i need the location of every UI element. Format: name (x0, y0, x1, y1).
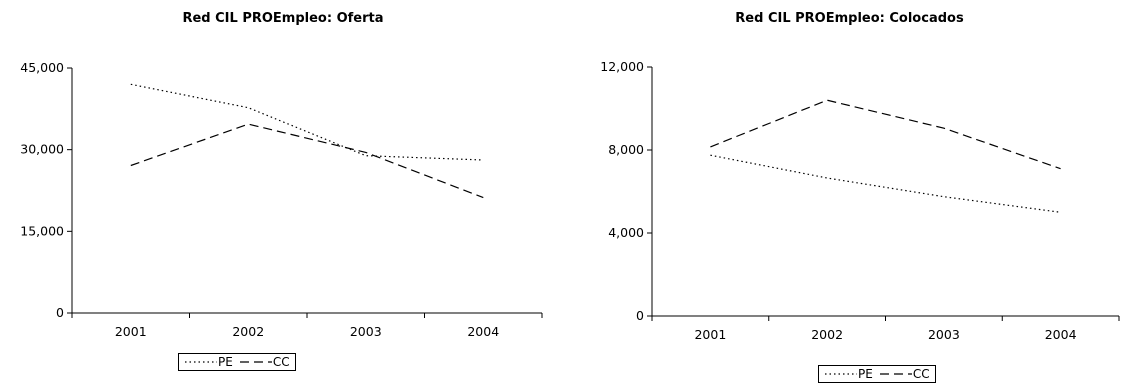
legend-item-pe: PE (184, 355, 233, 369)
x-tick-label: 2001 (115, 324, 147, 339)
legend-label: PE (218, 355, 233, 369)
legend-swatch (825, 373, 857, 375)
legend-item-cc: CC (879, 367, 930, 381)
x-tick-label: 2003 (350, 324, 382, 339)
legend-swatch (185, 361, 217, 363)
legend-label: CC (272, 355, 290, 369)
series-line-cc (710, 99, 1061, 170)
x-tick-label: 2003 (928, 327, 960, 342)
chart-legend: PE CC (178, 353, 296, 371)
y-tick-label: 8,000 (608, 142, 644, 157)
legend-swatch (879, 373, 912, 375)
series-line-pe (130, 83, 484, 161)
legend-item-pe: PE (824, 367, 873, 381)
chart-plot-area: 0 15,000 30,000 45,000 2001 2002 2003 2004 (20, 60, 543, 339)
y-tick-label: 12,000 (600, 59, 644, 74)
y-tick-label: 30,000 (20, 142, 64, 157)
series-line-pe (710, 154, 1061, 213)
chart-colocados: Red CIL PROEmpleo: Colocados 0 4,000 8,000… (566, 0, 1133, 383)
y-tick-label: 15,000 (20, 223, 64, 238)
legend-item-cc: CC (239, 355, 290, 369)
y-tick-label: 0 (636, 308, 644, 323)
x-tick-label: 2001 (694, 327, 726, 342)
legend-swatch (239, 361, 272, 363)
legend-label: CC (912, 367, 930, 381)
chart-legend: PE CC (818, 365, 936, 383)
chart-title: Red CIL PROEmpleo: Colocados (735, 11, 964, 26)
x-tick-label: 2002 (811, 327, 843, 342)
x-tick-label: 2002 (232, 324, 264, 339)
chart-title: Red CIL PROEmpleo: Oferta (182, 11, 384, 26)
chart-oferta: Red CIL PROEmpleo: Oferta 0 15,000 30,000 4… (0, 0, 566, 383)
chart-plot-area: 0 4,000 8,000 12,000 2001 2002 2003 2004 (600, 59, 1120, 342)
legend-label: PE (858, 367, 873, 381)
x-tick-label: 2004 (1045, 327, 1077, 342)
series-line-cc (130, 123, 484, 199)
x-tick-label: 2004 (467, 324, 499, 339)
y-tick-label: 4,000 (608, 225, 644, 240)
y-tick-label: 0 (56, 305, 64, 320)
y-tick-label: 45,000 (20, 60, 64, 75)
